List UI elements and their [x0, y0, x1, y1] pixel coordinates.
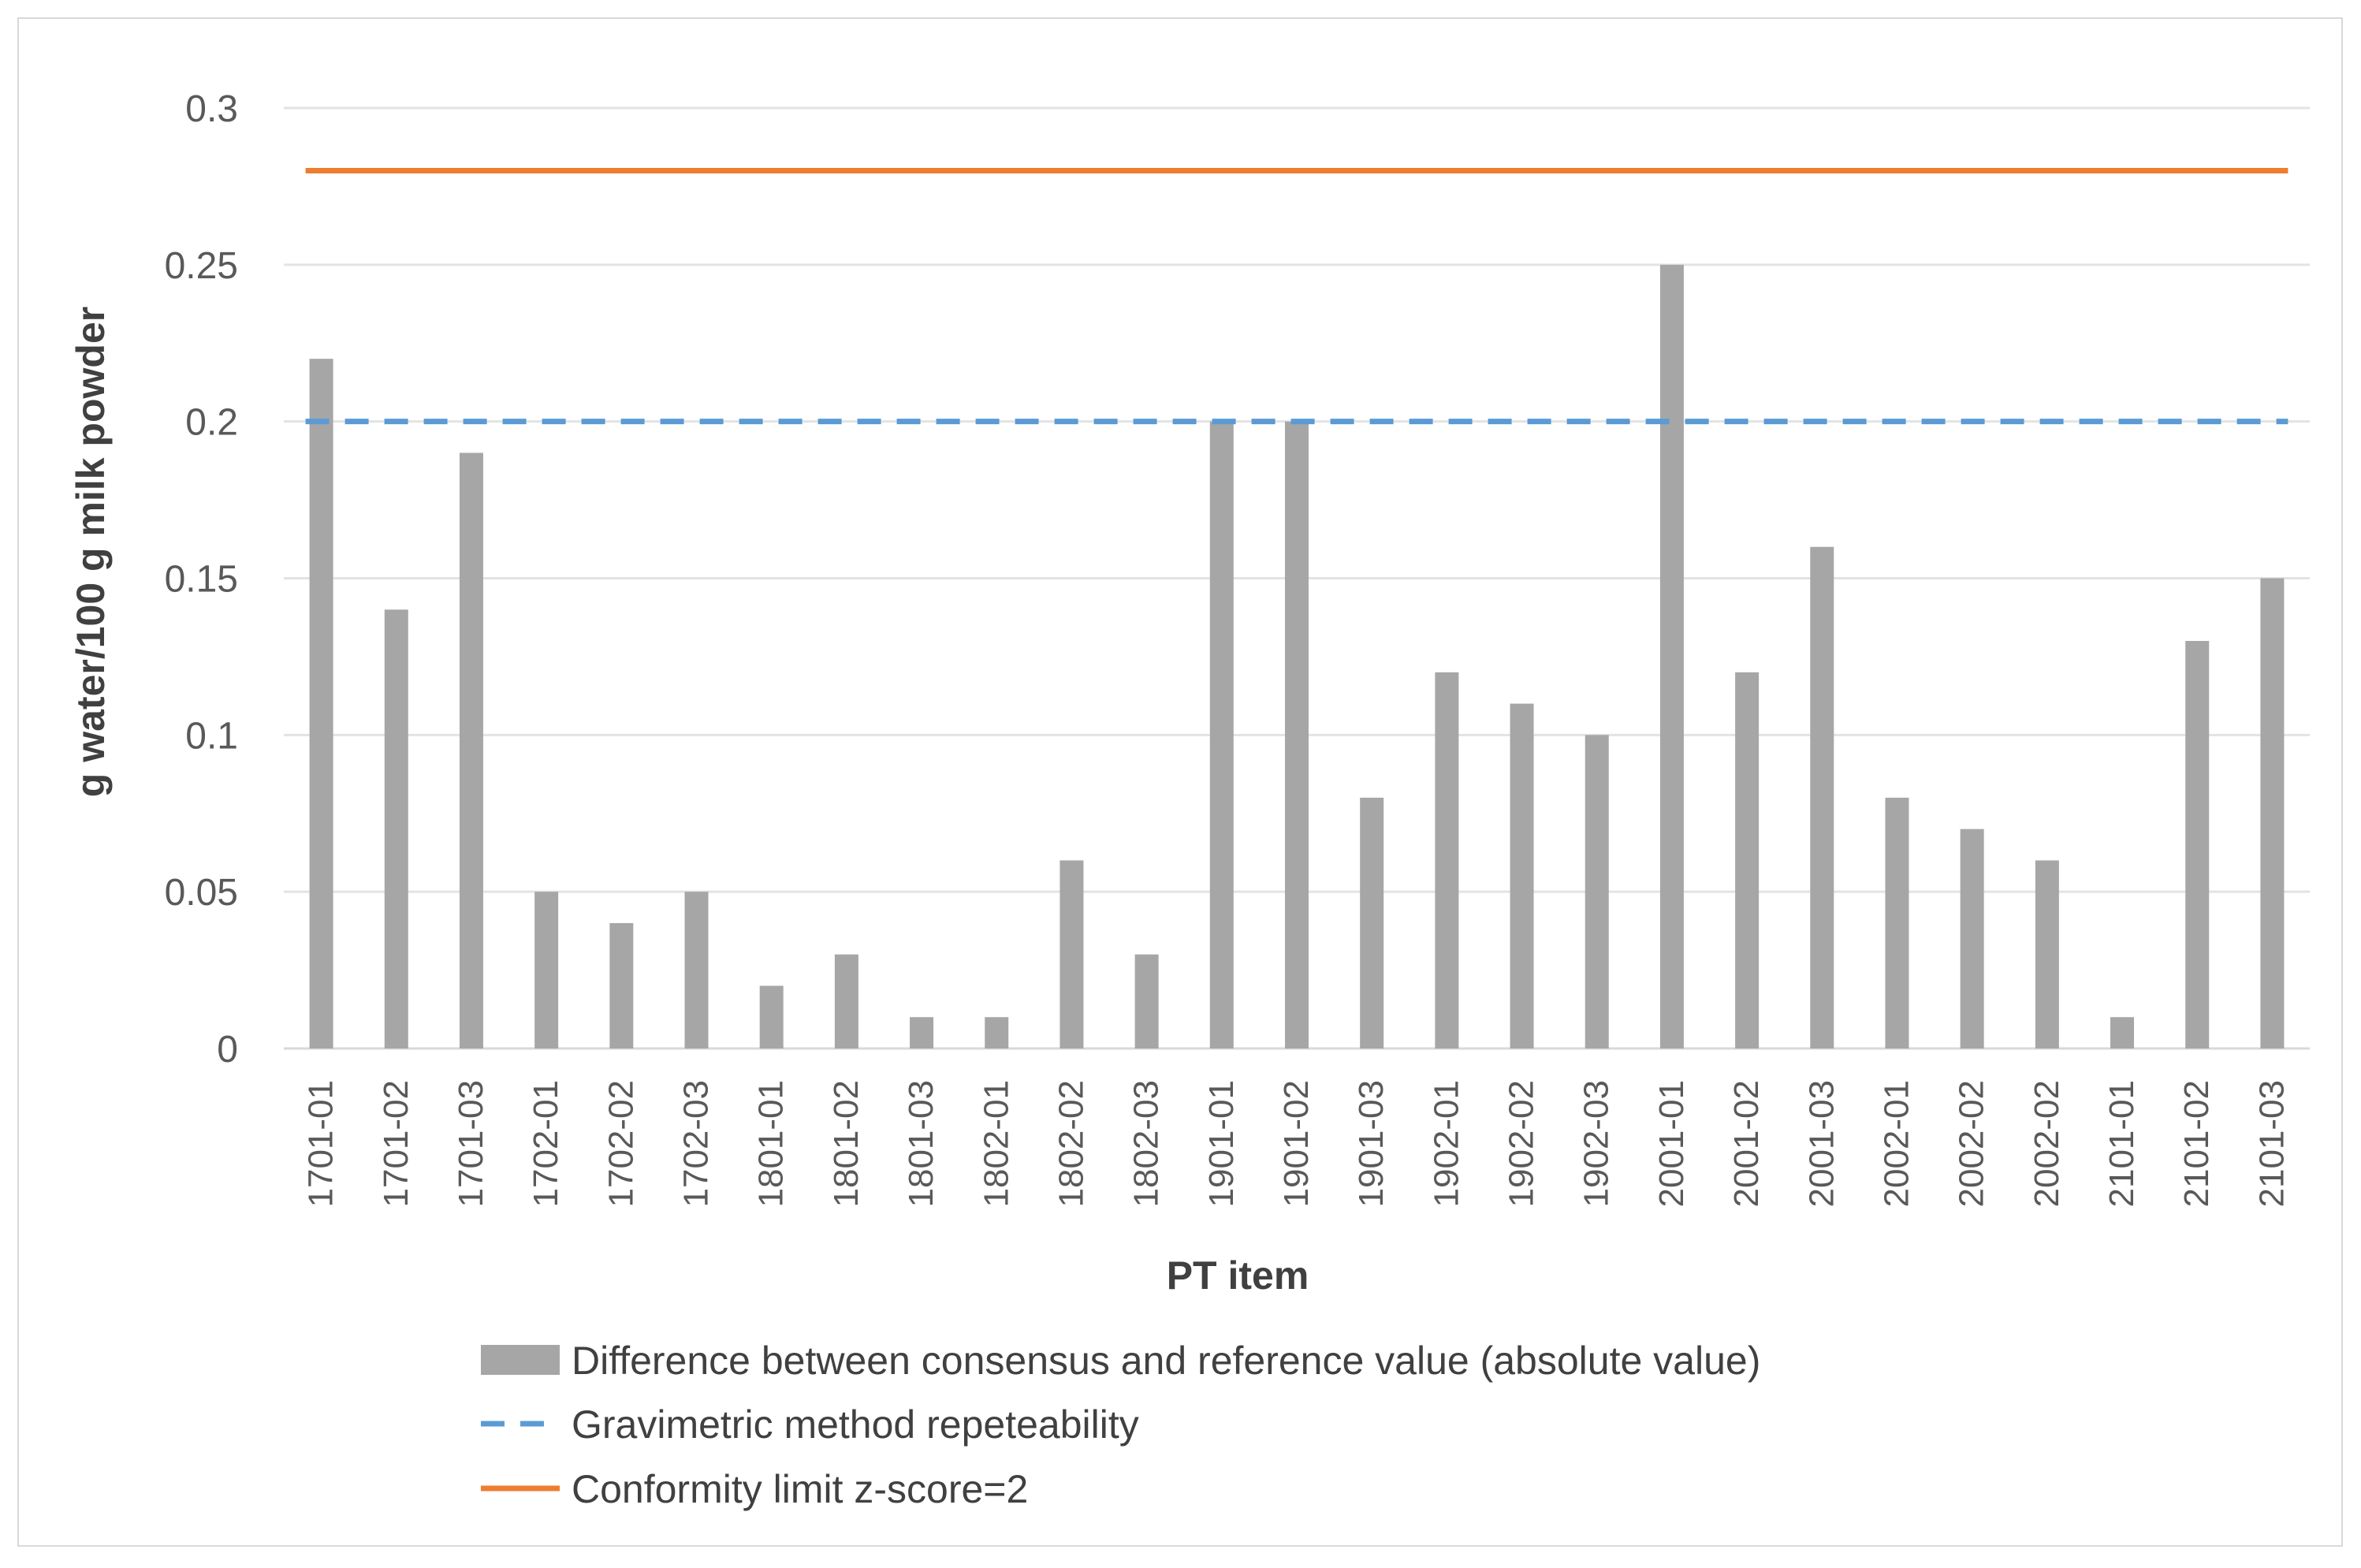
x-tick-label: 1801-02 — [827, 1080, 866, 1207]
y-tick-label: 0 — [217, 1029, 238, 1071]
x-tick-label: 1801-03 — [902, 1080, 940, 1207]
x-axis-title: PT item — [1167, 1253, 1309, 1298]
bar-1801-02 — [834, 954, 858, 1048]
y-tick-label: 0.25 — [165, 245, 238, 287]
x-tick-label: 1701-01 — [302, 1080, 341, 1207]
y-tick-label: 0.15 — [165, 559, 238, 601]
legend-swatch-bars — [481, 1345, 560, 1375]
x-tick-label: 2002-01 — [1877, 1080, 1916, 1207]
bar-1702-03 — [684, 892, 709, 1048]
x-tick-label: 1901-03 — [1352, 1080, 1391, 1207]
x-tick-label: 1901-01 — [1202, 1080, 1241, 1207]
x-tick-label: 1902-01 — [1427, 1080, 1465, 1207]
bar-1801-03 — [910, 1017, 934, 1048]
bar-2002-02 — [1960, 829, 1984, 1048]
y-axis-title: g water/100 g milk powder — [69, 307, 113, 797]
y-tick-label: 0.1 — [185, 715, 238, 757]
x-tick-label: 1701-02 — [377, 1080, 415, 1207]
bar-1702-02 — [609, 922, 634, 1048]
x-tick-label: 1802-01 — [977, 1080, 1015, 1207]
bar-1902-01 — [1435, 672, 1459, 1048]
bar-2001-02 — [1735, 672, 1760, 1048]
bar-1801-01 — [759, 985, 784, 1048]
x-tick-label: 2002-02 — [2028, 1080, 2066, 1207]
bar-2002-01 — [1885, 797, 1909, 1048]
x-tick-label: 1702-03 — [677, 1080, 716, 1207]
x-tick-label: 2101-02 — [2177, 1080, 2216, 1207]
bar-1701-02 — [384, 609, 408, 1048]
bar-1802-01 — [985, 1017, 1009, 1048]
x-tick-label: 2101-03 — [2252, 1080, 2291, 1207]
y-tick-label: 0.3 — [185, 88, 238, 130]
bar-1901-01 — [1209, 421, 1234, 1048]
x-tick-label: 2002-02 — [1953, 1080, 1991, 1207]
bar-2001-03 — [1810, 546, 1834, 1048]
y-tick-label: 0.05 — [165, 872, 238, 914]
bar-2101-03 — [2260, 578, 2285, 1048]
legend-label: Difference between consensus and referen… — [572, 1339, 1760, 1383]
y-tick-label: 0.2 — [185, 402, 238, 444]
bar-2001-01 — [1659, 264, 1684, 1048]
bar-2101-02 — [2185, 641, 2210, 1048]
x-tick-label: 1902-02 — [1503, 1080, 1541, 1207]
x-tick-label: 1901-02 — [1277, 1080, 1316, 1207]
bar-1902-02 — [1510, 703, 1534, 1048]
x-tick-label: 2001-03 — [1802, 1080, 1841, 1207]
bar-1802-02 — [1059, 860, 1084, 1048]
x-tick-label: 1702-02 — [601, 1080, 640, 1207]
bar-1902-03 — [1585, 735, 1609, 1048]
legend-label: Gravimetric method repeteability — [572, 1402, 1139, 1447]
bar-1901-03 — [1360, 797, 1384, 1048]
bar-1701-01 — [309, 359, 333, 1049]
legend-label: Conformity limit z-score=2 — [572, 1467, 1028, 1511]
bar-2002-02 — [2035, 860, 2059, 1048]
x-tick-label: 2001-02 — [1727, 1080, 1766, 1207]
x-tick-label: 1902-03 — [1577, 1080, 1616, 1207]
bar-1701-03 — [459, 453, 483, 1048]
x-tick-label: 1701-03 — [452, 1080, 490, 1207]
bar-1802-03 — [1134, 954, 1159, 1048]
x-tick-label: 2101-01 — [2102, 1080, 2141, 1207]
bar-1702-01 — [534, 892, 559, 1048]
bar-2101-01 — [2110, 1017, 2135, 1048]
x-tick-label: 1702-01 — [527, 1080, 565, 1207]
bar-1901-02 — [1285, 421, 1309, 1048]
x-tick-label: 1802-02 — [1052, 1080, 1090, 1207]
x-tick-label: 2001-01 — [1652, 1080, 1691, 1207]
x-tick-label: 1802-03 — [1127, 1080, 1166, 1207]
x-tick-label: 1801-01 — [752, 1080, 791, 1207]
